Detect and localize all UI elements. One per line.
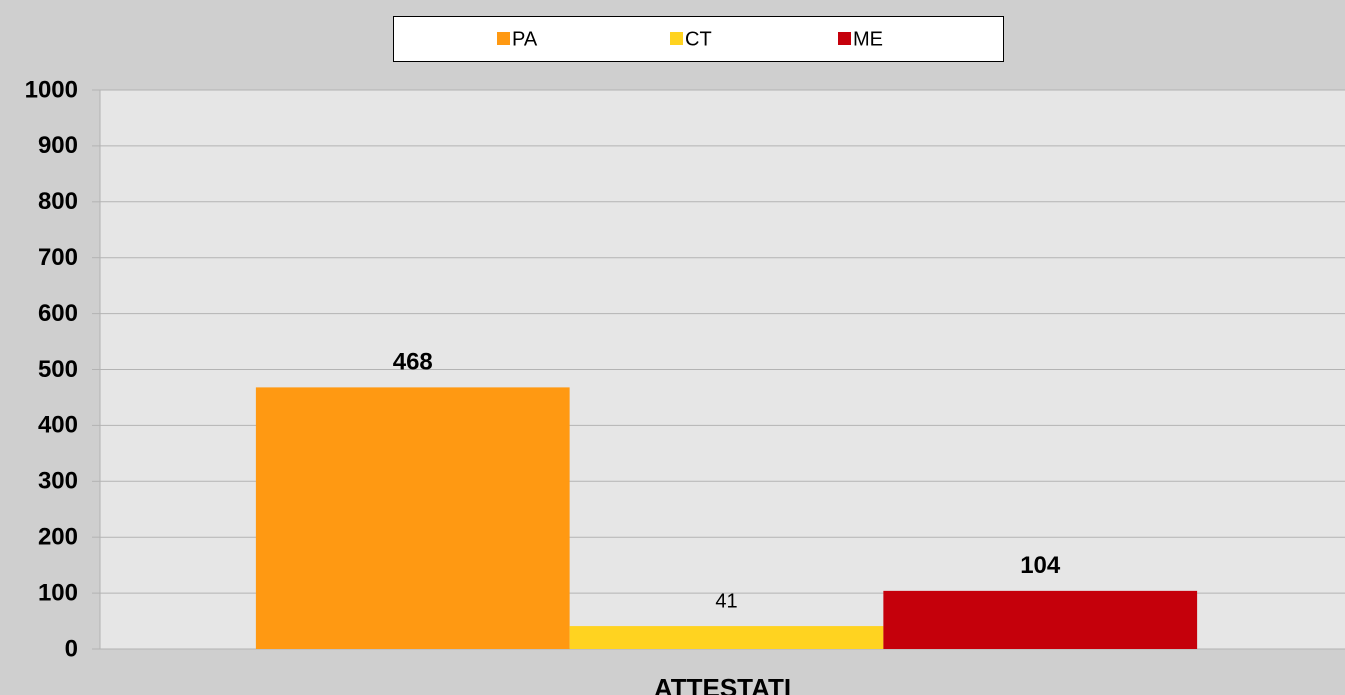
x-tick-label: ATTESTATI bbox=[654, 673, 791, 695]
y-tick-label: 900 bbox=[38, 132, 78, 159]
legend-label: PA bbox=[512, 28, 538, 50]
y-tick-label: 200 bbox=[38, 524, 78, 551]
legend-label: CT bbox=[685, 28, 712, 50]
y-tick-label: 1000 bbox=[25, 76, 78, 103]
y-tick-label: 400 bbox=[38, 412, 78, 439]
data-label: 468 bbox=[393, 349, 433, 376]
data-label: 41 bbox=[715, 590, 737, 612]
legend-swatch bbox=[670, 32, 683, 45]
y-tick-label: 500 bbox=[38, 356, 78, 383]
legend-swatch bbox=[497, 32, 510, 45]
y-tick-label: 100 bbox=[38, 579, 78, 606]
y-tick-label: 300 bbox=[38, 468, 78, 495]
y-tick-label: 600 bbox=[38, 300, 78, 327]
data-label: 104 bbox=[1020, 552, 1061, 579]
legend-box bbox=[393, 16, 1004, 62]
y-tick-label: 700 bbox=[38, 244, 78, 271]
bar bbox=[883, 590, 1198, 649]
legend-label: ME bbox=[853, 28, 883, 50]
y-tick-label: 0 bbox=[65, 635, 78, 662]
bar bbox=[569, 626, 884, 649]
bar bbox=[255, 387, 570, 649]
legend-swatch bbox=[838, 32, 851, 45]
y-tick-label: 800 bbox=[38, 188, 78, 215]
